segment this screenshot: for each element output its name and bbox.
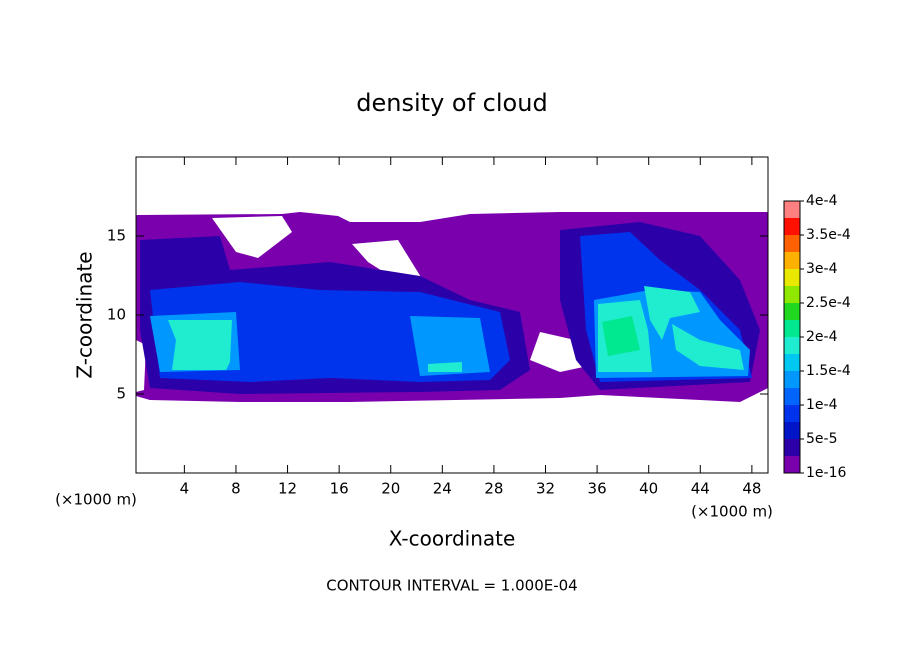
colorbar-band — [784, 269, 800, 286]
x-tick-label: 44 — [691, 480, 710, 498]
colorbar-band — [784, 303, 800, 320]
x-tick-label: 48 — [742, 480, 761, 498]
field-hole — [136, 156, 768, 221]
y-tick-label: 15 — [107, 227, 126, 245]
field-hole — [212, 216, 292, 258]
x-tick-label: 28 — [484, 480, 503, 498]
colorbar-label: 4e-4 — [806, 193, 838, 209]
field-cyan — [644, 286, 700, 340]
colorbar-band — [784, 252, 800, 269]
colorbar-band — [784, 337, 800, 354]
x-tick-label: 12 — [278, 480, 297, 498]
colorbar-band — [784, 405, 800, 422]
x-tick-label: 20 — [381, 480, 400, 498]
colorbar-band — [784, 201, 800, 218]
x-tick-label: 16 — [330, 480, 349, 498]
contour-field — [136, 156, 768, 402]
x-tick-label: 8 — [231, 480, 241, 498]
y-tick-label: 10 — [107, 306, 126, 324]
x-tick-label: 36 — [588, 480, 607, 498]
x-tick-label: 32 — [536, 480, 555, 498]
colorbar-label: 1e-16 — [806, 465, 846, 481]
field-cyan — [428, 362, 462, 372]
x-tick-label: 24 — [433, 480, 452, 498]
colorbar-band — [784, 371, 800, 388]
field-hole — [352, 240, 424, 282]
y-axis-label: Z-coordinate — [73, 251, 97, 378]
colorbar-label: 1e-4 — [806, 397, 838, 413]
annotation: CONTOUR INTERVAL = 1.000E-04 — [326, 577, 577, 595]
colorbar-label: 1.5e-4 — [806, 363, 851, 379]
x-tick-label: 40 — [639, 480, 658, 498]
chart-title: density of cloud — [356, 89, 547, 117]
colorbar-band — [784, 422, 800, 439]
field-cyan — [168, 320, 232, 370]
y-tick-label: 5 — [116, 385, 126, 403]
colorbar-band — [784, 286, 800, 303]
colorbar-band — [784, 235, 800, 252]
x-tick-label: 4 — [180, 480, 190, 498]
colorbar-band — [784, 439, 800, 456]
colorbar-band — [784, 218, 800, 235]
colorbar-band — [784, 456, 800, 473]
colorbar-label: 2.5e-4 — [806, 295, 851, 311]
colorbar-band — [784, 354, 800, 371]
colorbar-label: 3e-4 — [806, 261, 838, 277]
colorbar-band — [784, 388, 800, 405]
field-green — [602, 316, 640, 356]
x-unit-right: (×1000 m) — [691, 503, 773, 521]
field-cyan — [672, 324, 744, 370]
colorbar-label: 5e-5 — [806, 431, 837, 447]
field-light-blue — [410, 316, 490, 376]
colorbar-label: 3.5e-4 — [806, 227, 851, 243]
x-unit-left: (×1000 m) — [55, 491, 137, 509]
field-hole — [136, 340, 146, 392]
colorbar-label: 2e-4 — [806, 329, 838, 345]
colorbar-band — [784, 320, 800, 337]
x-axis-label: X-coordinate — [389, 527, 516, 551]
